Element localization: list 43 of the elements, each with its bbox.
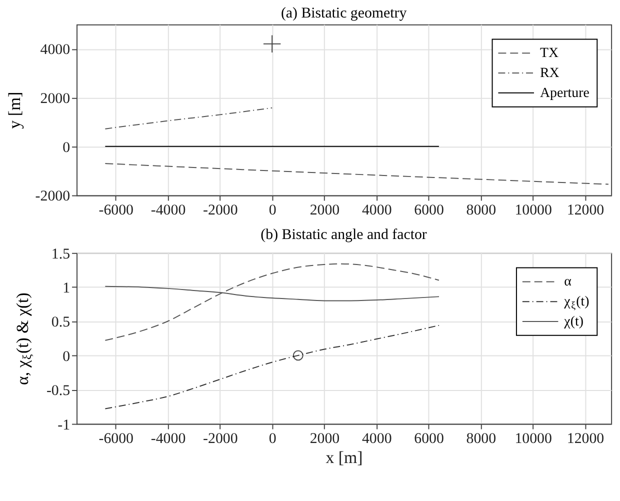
x-tick-label: 6000	[414, 202, 444, 219]
y-tick-label: 1	[62, 280, 70, 297]
legend-label: Aperture	[540, 86, 590, 101]
x-tick-label: -6000	[98, 431, 134, 448]
x-tick-label: -2000	[203, 202, 238, 219]
y-tick-label: 1.5	[51, 246, 70, 262]
x-tick-label: 4000	[362, 202, 392, 219]
y-tick-label: 2000	[40, 91, 70, 108]
x-tick-label: -4000	[150, 202, 186, 219]
y-tick-label: -0.5	[46, 383, 70, 400]
y-axis-title: α, χξ(t) & χ(t)	[12, 292, 34, 385]
y-tick-label: 0.5	[51, 314, 70, 331]
legend-label: α	[564, 274, 572, 290]
x-tick-label: 6000	[414, 431, 444, 448]
chart-title: (a) Bistatic geometry	[280, 5, 408, 22]
x-tick-label: 12000	[566, 431, 604, 448]
y-tick-label: 0	[62, 140, 70, 156]
legend-label: RX	[540, 66, 560, 82]
x-tick-label: -4000	[150, 431, 186, 448]
x-tick-label: 12000	[566, 202, 604, 219]
x-tick-label: -2000	[203, 431, 238, 448]
y-axis-title: y [m]	[4, 92, 24, 129]
line-series	[104, 263, 440, 341]
x-tick-label: 8000	[466, 431, 496, 448]
legend-label: χ(t)	[563, 314, 584, 330]
line-series	[104, 107, 273, 130]
line-series	[104, 324, 440, 410]
chart-title: (b) Bistatic angle and factor	[260, 226, 427, 243]
x-tick-label: 2000	[310, 202, 340, 219]
x-tick-label: 0	[268, 202, 276, 219]
y-tick-label: 4000	[40, 42, 70, 58]
legend-label: TX	[540, 46, 559, 62]
x-tick-label: -6000	[98, 202, 134, 219]
x-tick-label: 10000	[514, 431, 552, 448]
x-tick-label: 2000	[310, 431, 340, 448]
y-tick-label: -2000	[35, 188, 70, 205]
x-axis-title: x [m]	[326, 448, 363, 468]
x-tick-label: 4000	[362, 431, 392, 448]
x-tick-label: 0	[268, 431, 276, 448]
x-tick-label: 10000	[514, 202, 552, 219]
y-tick-label: 0	[62, 348, 70, 365]
x-tick-label: 8000	[466, 202, 496, 219]
y-tick-label: -1	[58, 417, 70, 434]
